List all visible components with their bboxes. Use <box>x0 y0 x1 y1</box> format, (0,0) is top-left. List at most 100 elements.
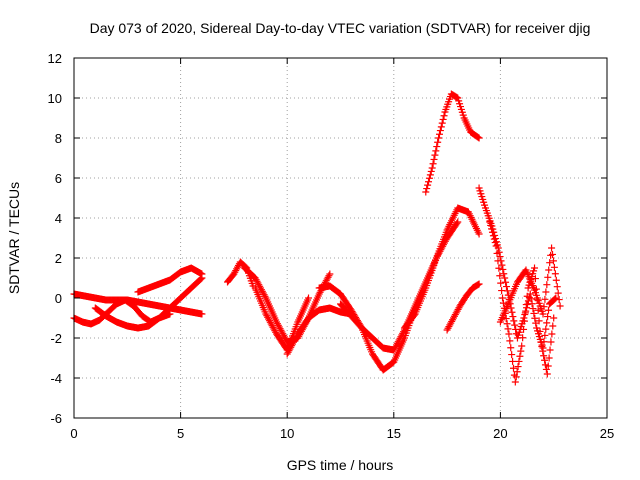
data-point <box>549 257 557 265</box>
data-point <box>261 292 269 300</box>
y-tick-label: 2 <box>55 251 62 266</box>
series-track-l <box>422 90 483 196</box>
data-point <box>440 112 448 120</box>
data-point <box>552 294 560 302</box>
data-point <box>534 306 542 314</box>
data-point <box>492 242 500 250</box>
data-point <box>539 347 547 355</box>
data-point <box>547 338 555 346</box>
data-point <box>438 119 446 127</box>
data-point <box>431 151 439 159</box>
data-point <box>538 343 546 351</box>
data-point <box>427 167 435 175</box>
data-point <box>539 310 547 318</box>
x-tick-label: 15 <box>387 426 401 441</box>
data-point <box>553 283 561 291</box>
y-tick-label: 12 <box>48 51 62 66</box>
y-tick-label: 10 <box>48 91 62 106</box>
y-tick-label: 0 <box>55 291 62 306</box>
data-point <box>429 160 437 168</box>
data-point <box>531 314 539 322</box>
data-point <box>535 317 543 325</box>
data-point <box>548 244 556 252</box>
data-point <box>521 311 529 319</box>
data-point <box>511 321 519 329</box>
data-point <box>509 364 517 372</box>
data-point <box>509 357 517 365</box>
data-point <box>436 127 444 135</box>
data-point <box>474 133 482 141</box>
data-point <box>437 123 445 131</box>
data-point <box>528 300 536 308</box>
data-point <box>551 270 559 278</box>
data-point <box>430 155 438 163</box>
data-point <box>522 301 530 309</box>
data-point <box>521 309 529 317</box>
series-track-k <box>400 204 483 332</box>
data-point <box>497 279 505 287</box>
data-point <box>551 295 559 303</box>
axis-ticks: 0 5 10 15 20 25 -6 -4 -2 0 2 4 6 8 10 12 <box>48 51 615 441</box>
data-point <box>508 351 516 359</box>
data-point <box>513 368 521 376</box>
data-point <box>434 138 442 146</box>
data-point <box>543 281 551 289</box>
data-point <box>540 303 548 311</box>
data-point <box>545 354 553 362</box>
data-point <box>542 325 550 333</box>
series-track-g <box>251 284 313 354</box>
data-point <box>435 130 443 138</box>
data-point <box>552 276 560 284</box>
data-point <box>493 249 501 257</box>
data-point <box>549 250 557 258</box>
data-point <box>426 171 434 179</box>
data-point <box>514 363 522 371</box>
data-point <box>510 317 518 325</box>
data-point <box>509 313 517 321</box>
data-point <box>545 306 553 314</box>
data-point <box>494 257 502 265</box>
data-point <box>518 342 526 350</box>
data-point <box>499 265 507 273</box>
data-point <box>198 270 206 278</box>
data-point <box>520 314 528 322</box>
data-point <box>516 352 524 360</box>
data-point <box>326 270 334 278</box>
data-point <box>475 280 483 288</box>
data-point <box>519 334 527 342</box>
data-point <box>439 115 447 123</box>
data-marks <box>70 90 564 386</box>
x-tick-label: 10 <box>280 426 294 441</box>
plot-frame <box>73 57 608 419</box>
data-point <box>491 239 499 247</box>
data-point <box>531 264 539 272</box>
x-tick-label: 0 <box>70 426 77 441</box>
y-tick-label: -2 <box>50 331 62 346</box>
series-track-f <box>241 264 334 346</box>
data-point <box>305 294 313 302</box>
data-point <box>503 320 511 328</box>
data-point <box>475 230 483 238</box>
data-point <box>520 325 528 333</box>
data-point <box>543 370 551 378</box>
data-point <box>499 299 507 307</box>
data-point <box>511 378 519 386</box>
chart-title: Day 073 of 2020, Sidereal Day-to-day VTE… <box>90 20 591 36</box>
data-point <box>544 313 552 321</box>
data-point <box>500 270 508 278</box>
data-point <box>544 273 552 281</box>
data-point <box>542 288 550 296</box>
data-point <box>544 362 552 370</box>
grid <box>74 58 607 418</box>
data-point <box>512 373 520 381</box>
data-point <box>541 331 549 339</box>
y-tick-label: -4 <box>50 371 62 386</box>
data-point <box>507 304 515 312</box>
x-tick-label: 25 <box>600 426 614 441</box>
data-point <box>554 289 562 297</box>
data-point <box>504 325 512 333</box>
data-point <box>550 314 558 322</box>
data-point <box>507 344 515 352</box>
data-point <box>490 235 498 243</box>
data-point <box>498 261 506 269</box>
